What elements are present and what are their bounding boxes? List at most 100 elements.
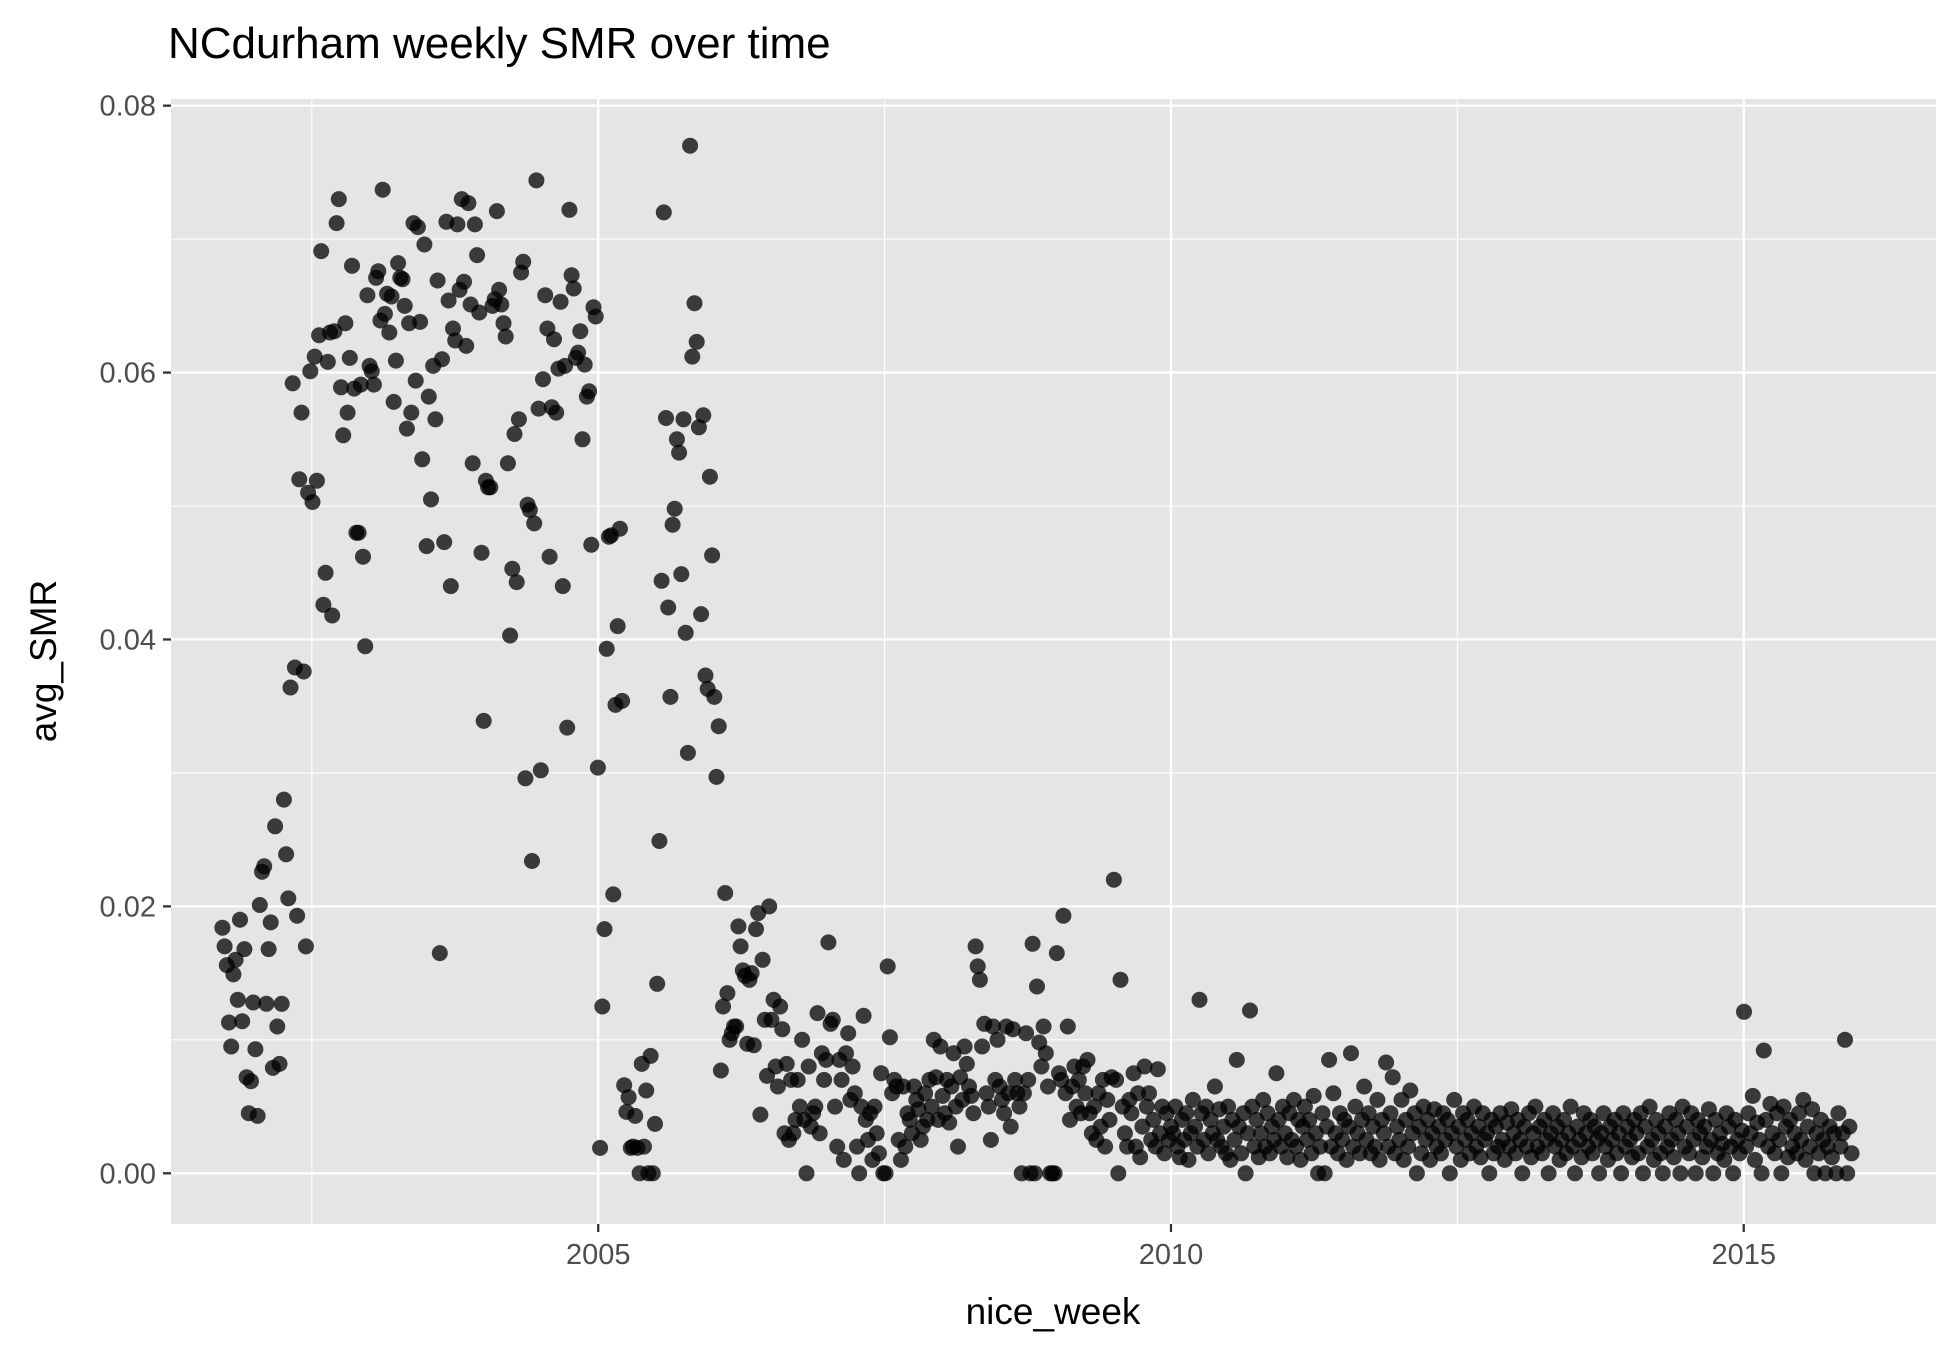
data-point <box>1400 1138 1417 1155</box>
data-point <box>1837 1031 1853 1048</box>
y-tick-label: 0.02 <box>100 891 156 923</box>
data-point <box>574 431 591 448</box>
data-point <box>851 1165 868 1182</box>
data-point <box>675 411 692 428</box>
data-point <box>497 328 514 345</box>
data-point <box>328 215 345 232</box>
data-point <box>1101 1111 1118 1128</box>
data-point <box>317 564 334 581</box>
data-point <box>752 1106 769 1123</box>
data-point <box>232 911 248 928</box>
data-point <box>495 315 512 332</box>
data-point <box>1472 1149 1489 1166</box>
data-point <box>502 627 519 644</box>
data-point <box>1077 1085 1094 1102</box>
data-point <box>789 1071 806 1088</box>
data-point <box>1369 1091 1386 1108</box>
data-point <box>262 914 279 931</box>
data-point <box>319 353 336 370</box>
data-point <box>809 1005 826 1022</box>
data-point <box>589 759 606 776</box>
data-point <box>1029 978 1045 995</box>
data-point <box>1766 1145 1783 1162</box>
data-point <box>609 618 626 635</box>
data-point <box>1402 1082 1419 1099</box>
data-point <box>278 846 295 863</box>
data-point <box>974 1038 991 1055</box>
data-point <box>273 995 290 1012</box>
data-point <box>1481 1165 1498 1182</box>
data-point <box>1055 907 1072 924</box>
data-point <box>846 1085 863 1102</box>
data-point <box>1108 1071 1125 1088</box>
data-point <box>594 998 611 1015</box>
data-point <box>256 858 273 875</box>
data-point <box>352 376 369 393</box>
data-point <box>313 243 330 260</box>
data-point <box>1725 1165 1742 1182</box>
data-point <box>668 431 685 448</box>
data-point <box>1738 1138 1755 1155</box>
data-point <box>1037 1045 1054 1062</box>
data-point <box>258 995 275 1012</box>
data-point <box>532 762 549 779</box>
data-point <box>1534 1145 1550 1162</box>
y-tick-label: 0.06 <box>100 358 156 390</box>
data-point <box>552 293 569 310</box>
data-point <box>833 1071 850 1088</box>
data-point <box>798 1165 815 1182</box>
data-point <box>1665 1149 1682 1166</box>
data-point <box>1024 935 1041 952</box>
data-point <box>1804 1101 1821 1118</box>
data-point <box>844 1058 861 1075</box>
data-point <box>627 1107 644 1124</box>
data-point <box>870 1145 887 1162</box>
data-point <box>418 538 435 555</box>
data-point <box>816 1071 833 1088</box>
data-point <box>658 410 674 426</box>
data-point <box>554 578 571 595</box>
data-point <box>1086 1098 1103 1115</box>
data-point <box>473 544 490 561</box>
data-point <box>1132 1149 1149 1166</box>
data-point <box>333 379 349 396</box>
data-point <box>1112 971 1129 988</box>
data-point <box>941 1114 958 1131</box>
data-point <box>1841 1118 1858 1135</box>
data-point <box>677 624 694 641</box>
data-point <box>1347 1098 1364 1115</box>
data-point <box>978 1085 995 1102</box>
data-point <box>1180 1151 1197 1168</box>
data-point <box>1395 1151 1412 1168</box>
data-point <box>671 444 688 461</box>
data-point <box>660 599 677 616</box>
data-point <box>1356 1078 1373 1095</box>
data-point <box>1360 1105 1377 1122</box>
data-point <box>807 1098 824 1115</box>
data-point <box>611 520 628 537</box>
data-point <box>712 1062 729 1079</box>
data-point <box>1338 1151 1355 1168</box>
data-point <box>1279 1149 1296 1166</box>
data-point <box>315 596 332 613</box>
data-point <box>247 1041 264 1058</box>
data-point <box>1672 1165 1689 1182</box>
data-point <box>1099 1091 1116 1108</box>
data-point <box>636 1138 652 1155</box>
data-point <box>221 1014 237 1031</box>
data-point <box>1007 1071 1024 1088</box>
data-point <box>363 363 380 380</box>
data-point <box>565 280 582 297</box>
data-point <box>1771 1131 1788 1148</box>
data-point <box>324 607 341 624</box>
data-point <box>510 411 527 428</box>
data-point <box>559 719 576 736</box>
data-point <box>745 1037 762 1054</box>
data-point <box>504 560 521 577</box>
data-point <box>917 1085 934 1102</box>
data-point <box>695 407 712 424</box>
data-point <box>982 1131 999 1148</box>
data-point <box>1110 1165 1127 1182</box>
data-point <box>895 1078 912 1095</box>
data-point <box>1145 1111 1162 1128</box>
